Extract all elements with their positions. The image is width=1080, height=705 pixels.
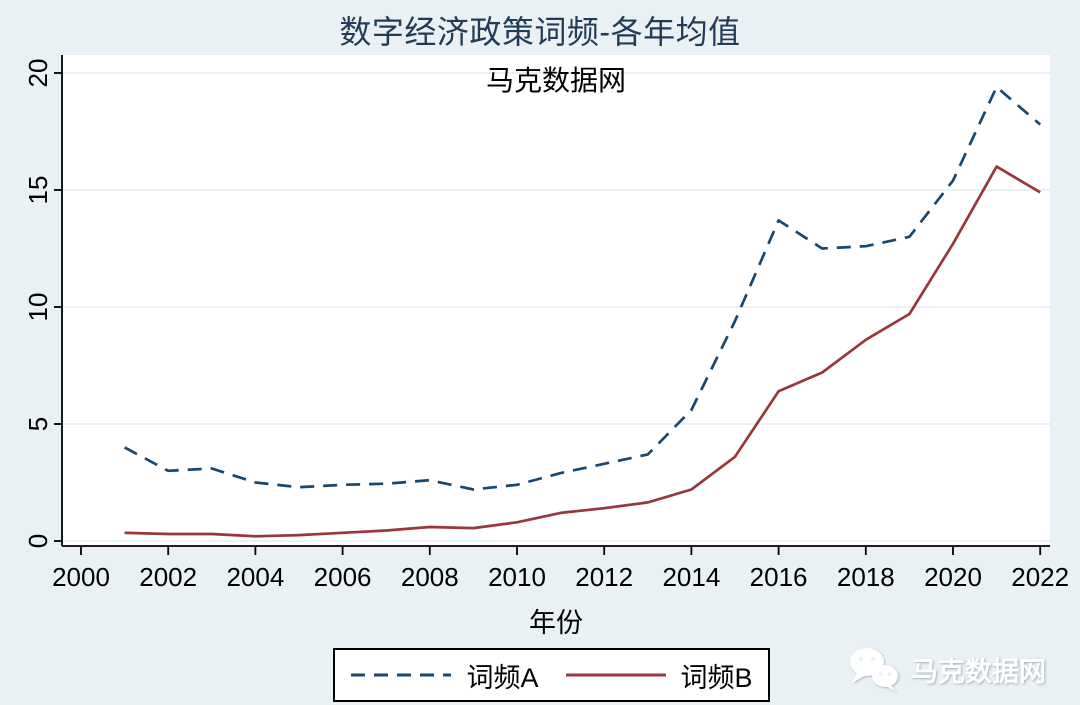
y-tick-label: 20 xyxy=(23,59,53,88)
wechat-icon xyxy=(850,648,898,692)
brand-watermark: 马克数据网 xyxy=(847,640,1046,698)
legend-dashed-line-sample xyxy=(351,673,452,677)
x-tick-label: 2006 xyxy=(314,562,372,592)
y-tick-label: 5 xyxy=(23,417,53,431)
x-tick-label: 2022 xyxy=(1011,562,1069,592)
x-tick-label: 2002 xyxy=(139,562,197,592)
plot-background xyxy=(62,55,1050,546)
y-tick-label: 15 xyxy=(23,176,53,205)
x-tick-label: 2010 xyxy=(488,562,546,592)
x-tick-label: 2014 xyxy=(662,562,720,592)
x-tick-label: 2016 xyxy=(750,562,808,592)
x-tick-label: 2008 xyxy=(401,562,459,592)
x-tick-label: 2018 xyxy=(837,562,895,592)
y-tick-label: 0 xyxy=(23,534,53,548)
brand-watermark-text: 马克数据网 xyxy=(911,656,1046,687)
y-tick-label: 10 xyxy=(23,293,53,322)
legend-label-series-a: 词频A xyxy=(466,662,539,693)
x-tick-label: 2020 xyxy=(924,562,982,592)
legend-item-series-a: 词频A xyxy=(350,656,539,695)
plot-area: 0 5 10 15 20 2000 2002 2004 2006 2008 2010 2012 2014… xyxy=(23,55,1069,592)
x-tick-label: 2012 xyxy=(575,562,633,592)
series-line-0 xyxy=(123,85,1042,491)
series-line-1 xyxy=(124,165,1041,538)
chart-title: 数字经济政策词频-各年均值 xyxy=(339,14,741,50)
x-tick-label: 2004 xyxy=(226,562,284,592)
x-axis-title: 年份 xyxy=(529,608,583,638)
x-tick-label: 2000 xyxy=(52,562,110,592)
legend-solid-line-sample xyxy=(565,673,666,677)
plot-inner-watermark: 马克数据网 xyxy=(485,65,626,96)
legend-item-series-b: 词频B xyxy=(565,656,753,695)
legend-label-series-b: 词频B xyxy=(680,662,753,693)
legend: 词频A 词频B xyxy=(333,648,770,702)
